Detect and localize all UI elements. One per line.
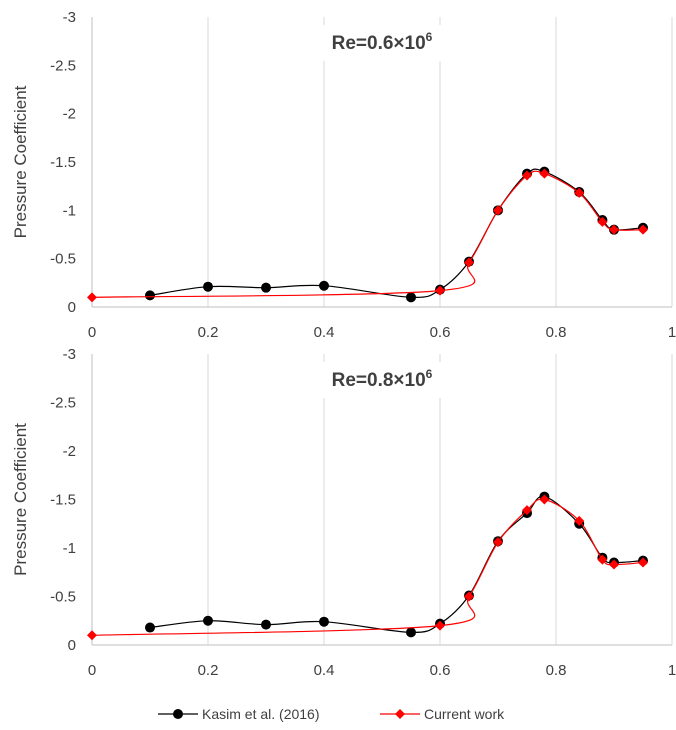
data-point-kasim	[145, 622, 155, 633]
data-point-current	[435, 285, 445, 296]
y-tick-label: -2	[63, 106, 76, 123]
data-point-kasim	[406, 627, 416, 638]
legend: Kasim et al. (2016) Current work	[158, 706, 505, 722]
x-tick-label: 1	[668, 324, 676, 341]
title-background	[305, 362, 459, 398]
data-point-current	[464, 257, 474, 268]
chart-title: Re=0.8×106	[332, 367, 433, 391]
y-axis-label: Pressure Coefficient	[11, 85, 30, 238]
data-point-current	[609, 559, 619, 570]
x-tick-label: 0.4	[314, 662, 335, 679]
data-point-current	[522, 170, 532, 181]
x-tick-label: 0.2	[198, 662, 219, 679]
y-tick-label: -3	[63, 9, 76, 26]
y-tick-label: -1.5	[50, 492, 76, 509]
data-point-current	[493, 537, 503, 548]
x-tick-label: 0.8	[546, 324, 567, 341]
y-axis-label: Pressure Coefficient	[11, 423, 30, 576]
chart-title-superscript: 6	[426, 367, 433, 381]
data-point-kasim	[261, 282, 271, 293]
data-point-current	[539, 168, 550, 179]
y-tick-label: 0	[68, 637, 76, 654]
data-point-current	[464, 591, 474, 602]
series-line-current	[91, 498, 644, 636]
data-point-current	[638, 224, 648, 235]
series-line-kasim	[149, 168, 644, 299]
y-tick-label: 0	[68, 299, 76, 316]
y-tick-label: -2.5	[50, 57, 76, 74]
x-tick-label: 0.6	[430, 324, 451, 341]
data-point-kasim	[319, 616, 329, 627]
legend-marker-circle	[173, 709, 183, 719]
x-tick-label: 0	[88, 662, 96, 679]
data-point-current	[597, 554, 608, 565]
data-point-kasim	[203, 615, 213, 626]
data-point-kasim	[319, 280, 329, 291]
x-tick-label: 0	[88, 324, 96, 341]
data-point-current	[609, 224, 619, 235]
data-point-current	[87, 630, 97, 641]
y-tick-label: -0.5	[50, 251, 76, 268]
data-point-current	[597, 216, 608, 227]
x-tick-label: 1	[668, 662, 676, 679]
data-point-current	[435, 620, 445, 631]
series-line-current	[91, 170, 644, 298]
data-point-current	[539, 494, 550, 505]
chart-title: Re=0.6×106	[332, 30, 433, 54]
x-tick-label: 0.4	[314, 324, 335, 341]
y-tick-label: -1.5	[50, 154, 76, 171]
chart-panel-top: 0 -0.5 -1 -1.5 -2 -2.5 -3 0 0.2 0.4 0.6 0.8 1 Pressur…	[11, 9, 676, 341]
legend-label: Current work	[424, 706, 505, 722]
data-point-current	[638, 557, 648, 568]
y-tick-label: -3	[63, 346, 76, 363]
legend-marker-diamond	[395, 709, 405, 719]
chart-title-superscript: 6	[426, 30, 433, 44]
data-point-current	[574, 515, 585, 526]
data-point-kasim	[406, 292, 416, 303]
data-point-current	[574, 187, 585, 198]
y-tick-label: -0.5	[50, 589, 76, 606]
data-point-kasim	[145, 290, 155, 301]
x-tick-label: 0.2	[198, 324, 219, 341]
chart-panel-bottom: 0 -0.5 -1 -1.5 -2 -2.5 -3 0 0.2 0.4 0.6 0.8 1 Pressur…	[11, 346, 676, 679]
series-line-kasim	[149, 495, 644, 634]
y-tick-label: -1	[63, 540, 76, 557]
title-background	[305, 25, 459, 61]
data-point-current	[87, 292, 97, 303]
y-tick-label: -1	[63, 202, 76, 219]
data-point-current	[522, 505, 532, 516]
y-tick-label: -2	[63, 443, 76, 460]
legend-label: Kasim et al. (2016)	[202, 706, 320, 722]
x-tick-label: 0.6	[430, 662, 451, 679]
data-point-kasim	[261, 619, 271, 630]
y-tick-label: -2.5	[50, 395, 76, 412]
data-point-current	[493, 205, 503, 216]
x-tick-label: 0.8	[546, 662, 567, 679]
data-point-kasim	[203, 281, 213, 292]
